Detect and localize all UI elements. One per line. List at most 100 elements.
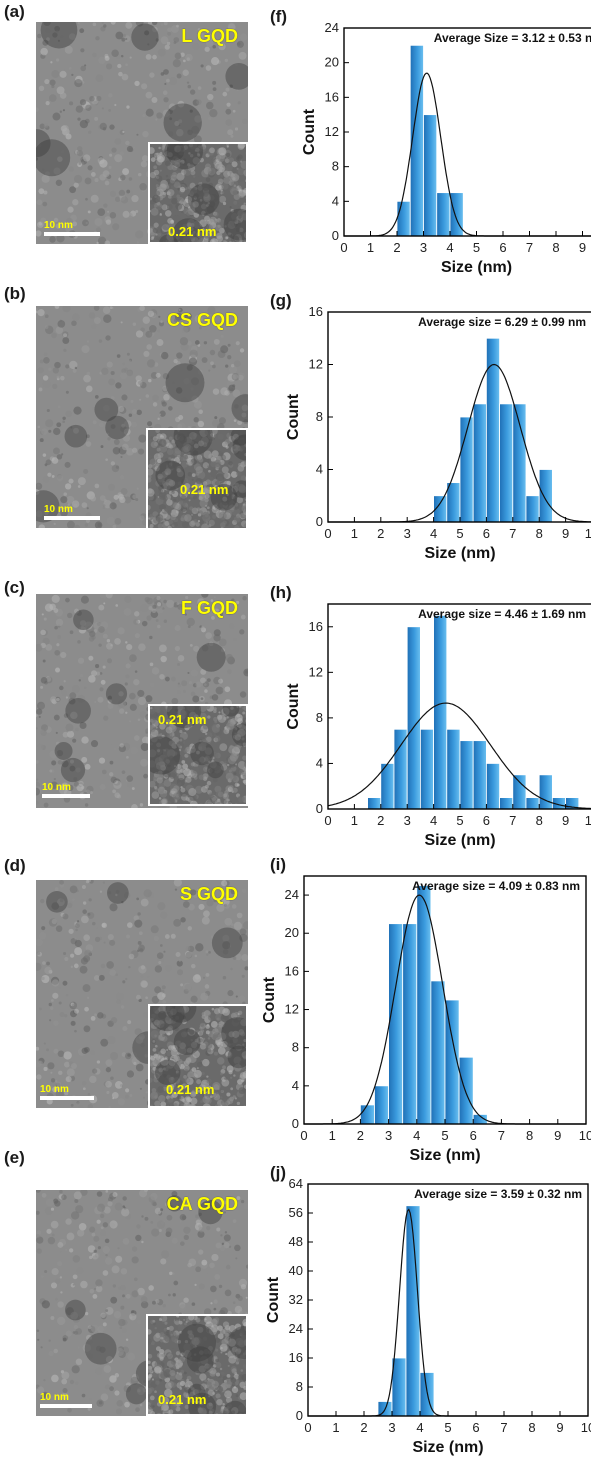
x-tick-label: 4 [430,813,437,828]
lattice-spacing-label: 0.21 nm [158,1392,207,1407]
x-tick-label: 6 [483,526,490,541]
scale-label: 10 nm [44,220,73,231]
histogram-bar [458,1056,474,1125]
x-tick-label: 2 [377,526,384,541]
panel-label: (d) [4,856,26,875]
histogram-bar [416,885,432,1125]
x-axis-label: Size (nm) [424,832,495,849]
histogram-h: (h)0123456789100481216Size (nm)CountAver… [270,583,591,849]
x-tick-label: 10 [581,1420,591,1435]
x-tick-label: 1 [351,813,358,828]
panel-label: (g) [270,291,292,310]
x-tick-label: 6 [470,1128,477,1143]
tem-image: CS GQD 10 nm 0.21 nm [36,306,248,528]
x-tick-label: 0 [324,526,331,541]
tem-image: S GQD 10 nm 0.21 nm [36,880,248,1108]
y-axis-label: Count [285,393,302,440]
x-tick-label: 2 [360,1420,367,1435]
y-tick-label: 16 [309,304,323,319]
panel-label: (e) [4,1148,25,1167]
x-tick-label: 1 [351,526,358,541]
x-tick-label: 2 [393,240,400,255]
histogram-bar [388,923,404,1125]
x-axis-label: Size (nm) [409,1147,480,1164]
inset-texture [150,144,246,242]
x-tick-label: 5 [444,1420,451,1435]
average-size-annotation: Average size = 3.59 ± 0.32 nm [414,1187,582,1201]
x-tick-label: 5 [473,240,480,255]
histogram-bar [430,980,446,1125]
average-size-annotation: Average size = 4.09 ± 0.83 nm [412,879,580,893]
hrtem-inset: 0.21 nm [148,1004,248,1108]
x-tick-label: 3 [404,526,411,541]
hrtem-inset: 0.21 nm [148,142,248,244]
scale-bar [44,516,100,520]
histogram-bar [472,403,487,523]
x-tick-label: 6 [472,1420,479,1435]
x-tick-label: 2 [377,813,384,828]
y-tick-label: 12 [325,124,339,139]
histogram-j: (j)0123456789100816243240485664Size (nm)… [265,1163,591,1456]
histogram-bar [446,482,461,523]
histogram-bar [419,728,434,810]
y-tick-label: 16 [285,963,299,978]
y-axis-label: Count [261,976,278,1023]
y-tick-label: 4 [316,462,323,477]
gaussian-fit-line [344,72,591,237]
y-tick-label: 32 [289,1292,303,1307]
histogram-bar [436,192,451,237]
y-tick-label: 8 [296,1379,303,1394]
scale-label: 10 nm [42,782,71,793]
x-tick-label: 7 [509,813,516,828]
x-tick-label: 7 [500,1420,507,1435]
y-axis-label: Count [265,1276,282,1323]
tem-image: CA GQD 10 nm 0.21 nm [36,1190,248,1416]
histogram-bar [485,763,500,810]
x-tick-label: 7 [526,240,533,255]
y-tick-label: 16 [325,89,339,104]
y-tick-label: 16 [289,1350,303,1365]
y-tick-label: 24 [325,20,339,35]
scale-bar [40,1404,92,1408]
x-tick-label: 9 [562,526,569,541]
y-tick-label: 4 [292,1078,299,1093]
y-tick-label: 24 [285,887,299,902]
x-tick-label: 9 [554,1128,561,1143]
x-tick-label: 0 [324,813,331,828]
sample-title: F GQD [181,598,238,618]
x-tick-label: 3 [404,813,411,828]
panel-label: (j) [270,1163,286,1182]
y-tick-label: 24 [289,1321,303,1336]
y-tick-label: 8 [316,409,323,424]
x-tick-label: 4 [413,1128,420,1143]
histogram-bar [433,614,448,810]
lattice-spacing-label: 0.21 nm [168,224,217,239]
hrtem-inset: 0.21 nm [146,428,248,528]
x-axis-label: Size (nm) [441,259,512,276]
x-tick-label: 9 [556,1420,563,1435]
y-tick-label: 8 [332,159,339,174]
panel-label: (h) [270,583,292,602]
y-tick-label: 12 [309,664,323,679]
y-tick-label: 0 [316,514,323,529]
histogram-bar [449,192,464,237]
x-tick-label: 1 [367,240,374,255]
y-tick-label: 56 [289,1205,303,1220]
x-tick-label: 5 [456,526,463,541]
hrtem-inset: 0.21 nm [148,704,248,806]
y-tick-label: 0 [316,801,323,816]
x-tick-label: 9 [579,240,586,255]
x-tick-label: 1 [329,1128,336,1143]
x-tick-label: 4 [446,240,453,255]
histogram-bar [525,797,540,810]
y-tick-label: 4 [332,193,339,208]
histogram-bar [538,469,553,523]
y-tick-label: 48 [289,1234,303,1249]
histogram-bar [472,740,487,810]
lattice-spacing-label: 0.21 nm [166,1082,215,1097]
y-tick-label: 0 [292,1116,299,1131]
x-tick-label: 4 [430,526,437,541]
sample-title: L GQD [181,26,238,46]
plot-frame [343,27,591,237]
